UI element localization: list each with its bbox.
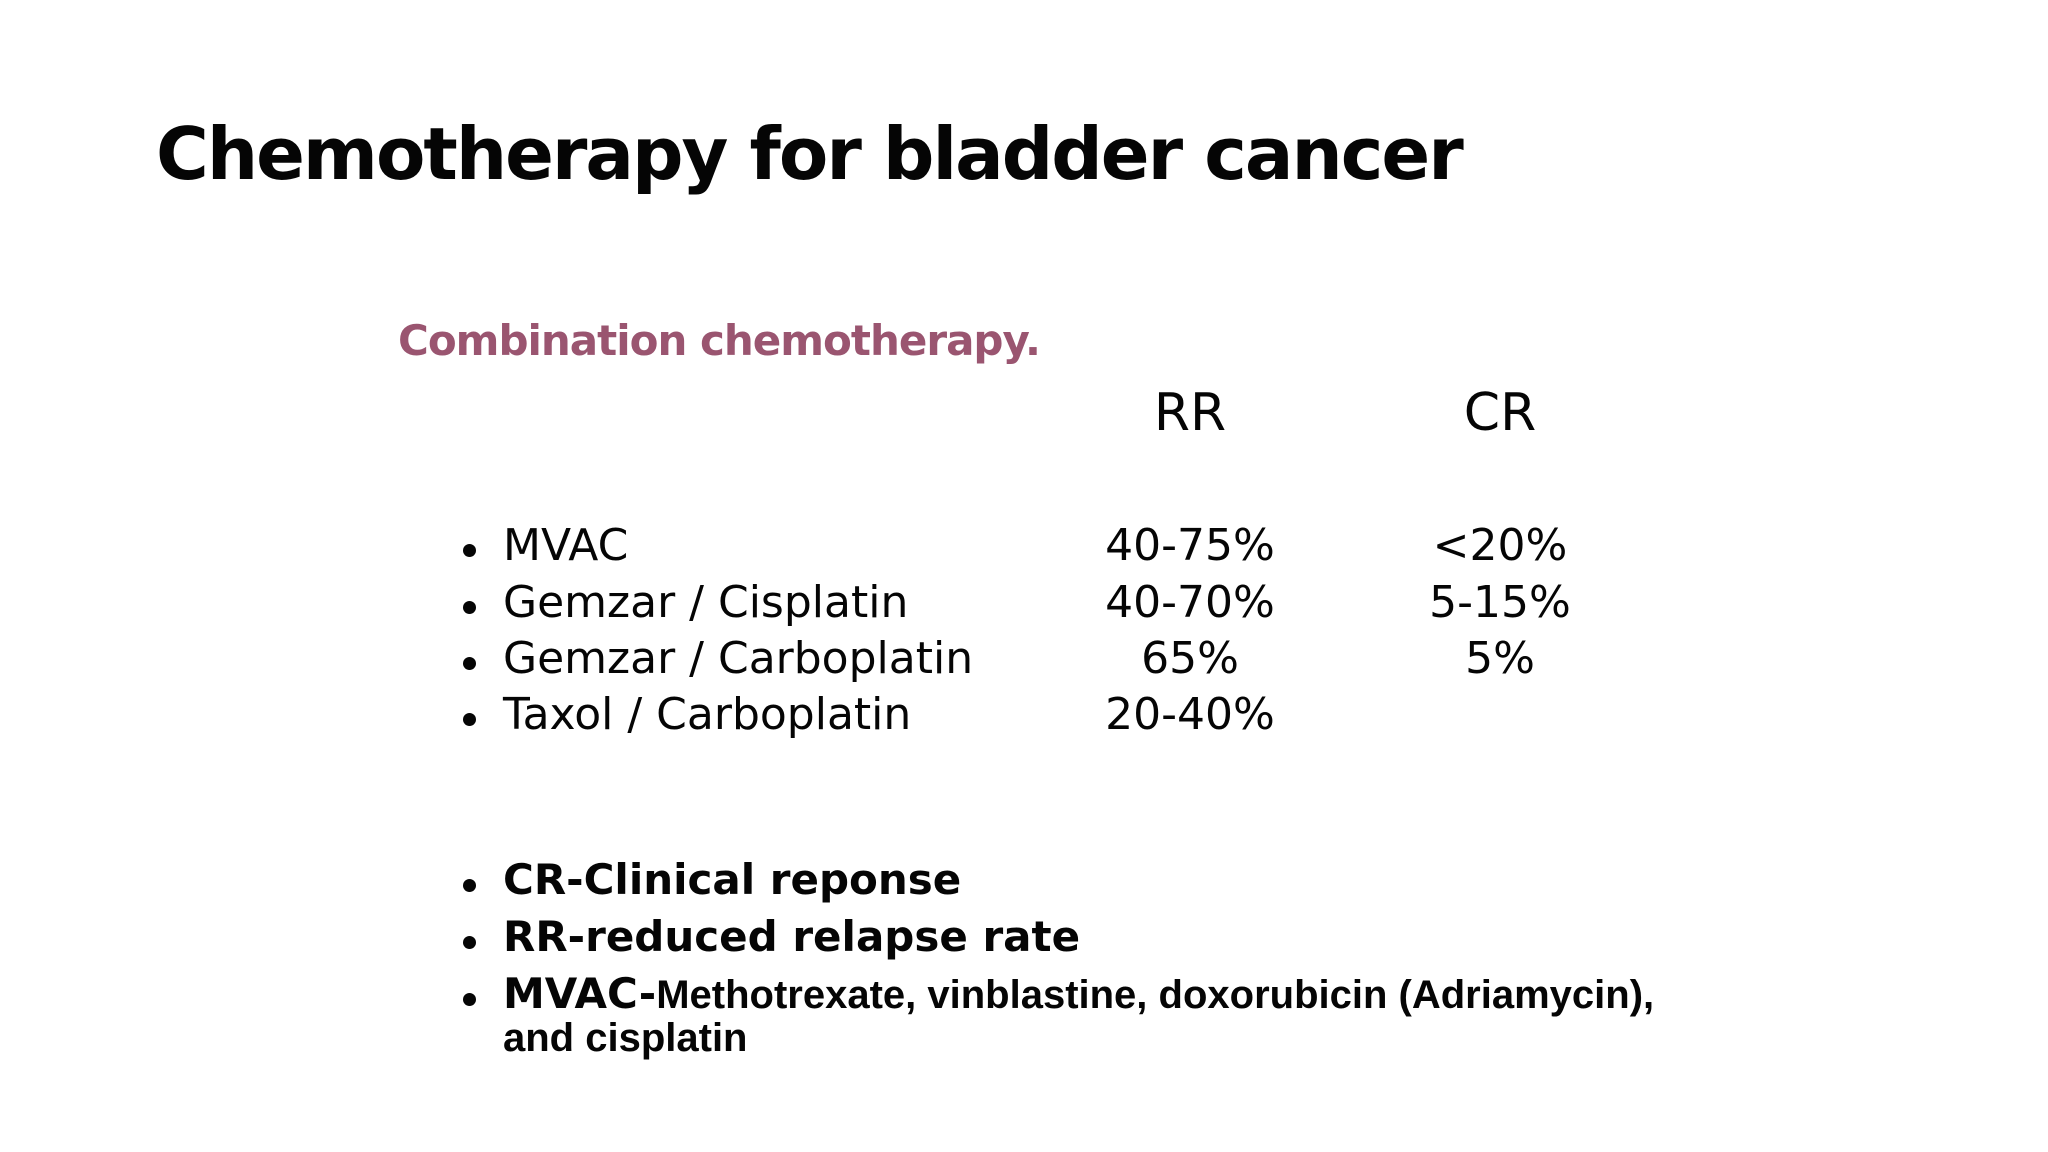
regimen-name: MVAC bbox=[503, 520, 629, 571]
note-text: RR-reduced relapse rate bbox=[503, 912, 1081, 961]
note-continuation: and cisplatin bbox=[503, 1016, 748, 1060]
column-header-cr: CR bbox=[1463, 383, 1537, 443]
bullet-icon bbox=[463, 713, 476, 726]
bullet-icon bbox=[463, 657, 476, 670]
table-row: Gemzar / Carboplatin 65% 5% bbox=[0, 633, 2048, 689]
rr-value: 40-75% bbox=[1105, 520, 1275, 571]
table-row: Taxol / Carboplatin 20-40% bbox=[0, 689, 2048, 745]
note-item: RR-reduced relapse rate bbox=[0, 912, 2048, 970]
note-text: CR-Clinical reponse bbox=[503, 855, 962, 904]
cr-value: 5-15% bbox=[1429, 577, 1571, 628]
bullet-icon bbox=[463, 601, 476, 614]
bullet-icon bbox=[463, 544, 476, 557]
cr-value: <20% bbox=[1432, 520, 1568, 571]
note-prefix: MVAC- bbox=[503, 969, 657, 1018]
note-item: CR-Clinical reponse bbox=[0, 855, 2048, 913]
rr-value: 20-40% bbox=[1105, 689, 1275, 740]
slide-subtitle: Combination chemotherapy. bbox=[398, 316, 1041, 365]
regimen-name: Gemzar / Cisplatin bbox=[503, 577, 909, 628]
bullet-icon bbox=[463, 936, 476, 949]
bullet-icon bbox=[463, 993, 476, 1006]
note-definition: Methotrexate, vinblastine, doxorubicin (… bbox=[656, 973, 1655, 1017]
rr-value: 40-70% bbox=[1105, 577, 1275, 628]
slide-title: Chemotherapy for bladder cancer bbox=[156, 112, 1464, 196]
regimen-name: Gemzar / Carboplatin bbox=[503, 633, 974, 684]
note-item: MVAC-Methotrexate, vinblastine, doxorubi… bbox=[0, 969, 2048, 1027]
rr-value: 65% bbox=[1141, 633, 1239, 684]
note-text: MVAC-Methotrexate, vinblastine, doxorubi… bbox=[503, 969, 1654, 1018]
table-row: Gemzar / Cisplatin 40-70% 5-15% bbox=[0, 577, 2048, 633]
bullet-icon bbox=[463, 879, 476, 892]
column-header-rr: RR bbox=[1153, 383, 1227, 443]
table-row: MVAC 40-75% <20% bbox=[0, 520, 2048, 576]
cr-value: 5% bbox=[1465, 633, 1535, 684]
regimen-name: Taxol / Carboplatin bbox=[503, 689, 912, 740]
